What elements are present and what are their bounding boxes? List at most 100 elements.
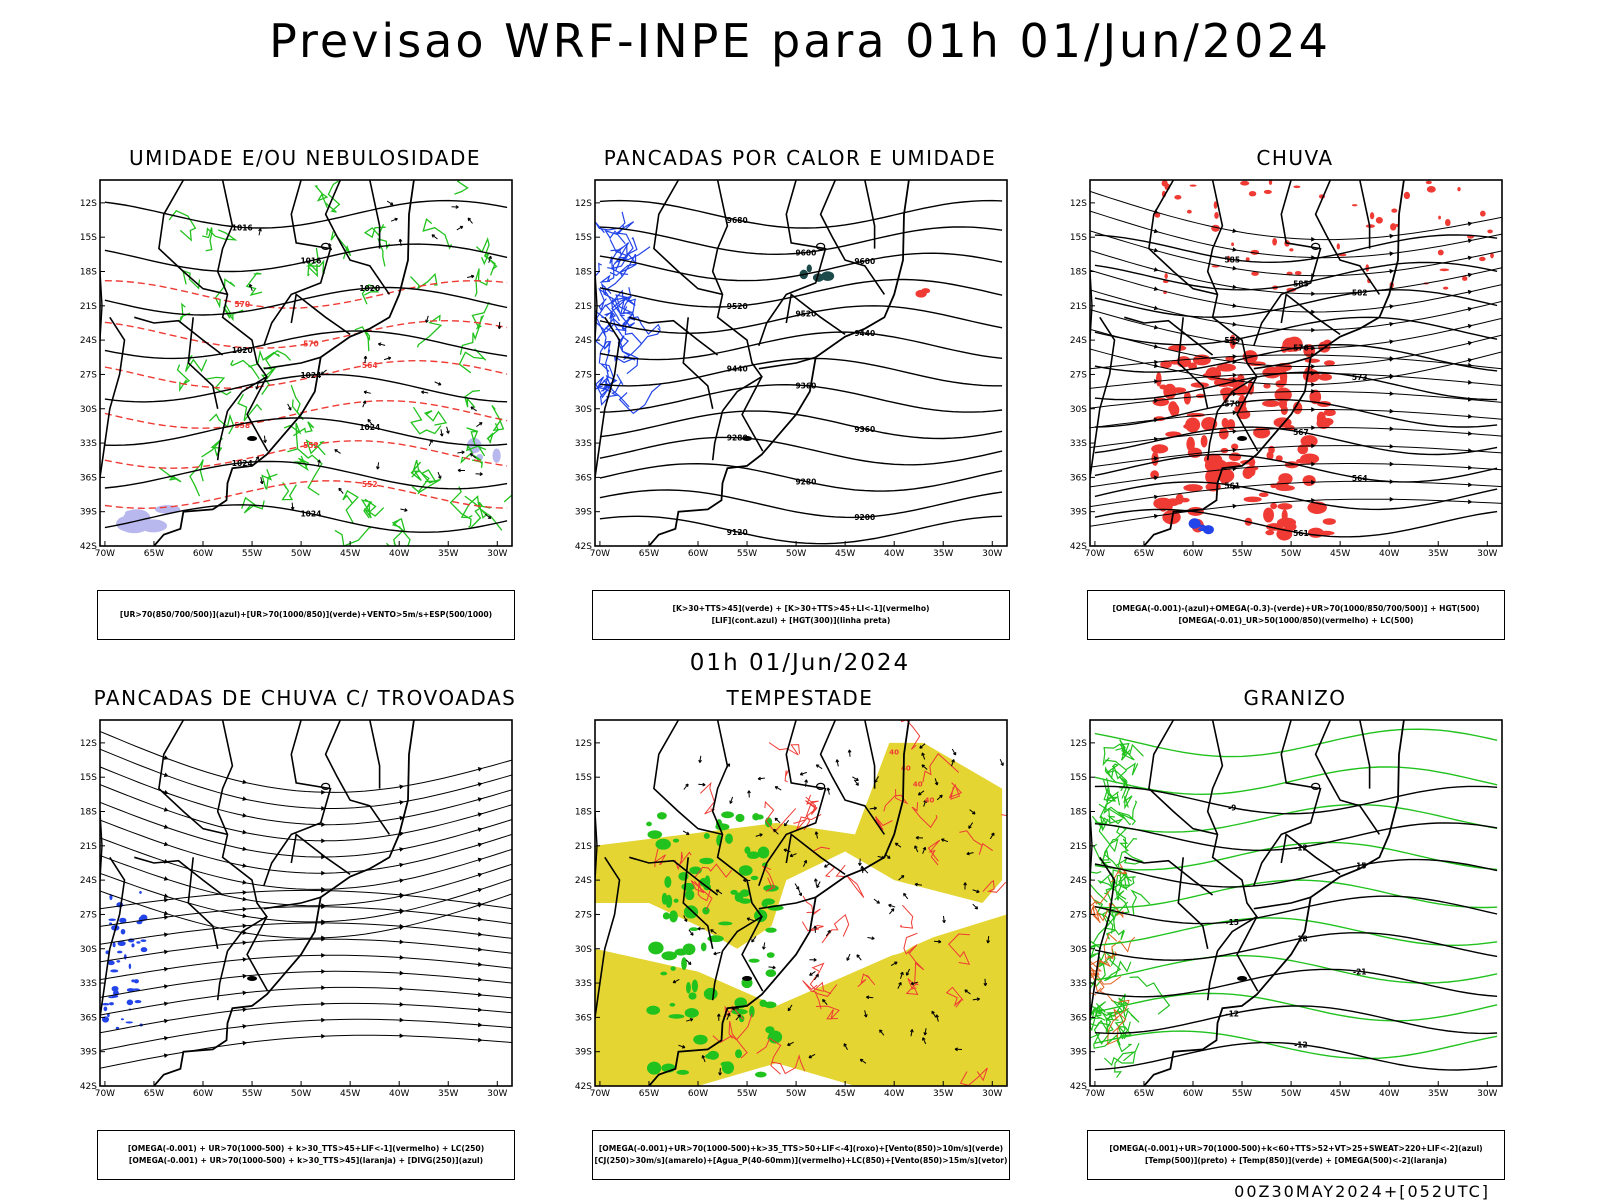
lon-label: 55W (242, 549, 262, 559)
lat-label: 27S (575, 910, 592, 920)
lon-label: 65W (1134, 549, 1154, 559)
lon-label: 45W (1330, 549, 1350, 559)
divergence-area (140, 947, 148, 953)
humidity-low-contour (314, 185, 329, 208)
streamline-arrow (242, 890, 248, 895)
map-fields: 585 585 582 579 576 573 570 567 564 561 561 (1090, 180, 1502, 541)
lat-label: 33S (1070, 979, 1087, 989)
border-line (1148, 720, 1218, 836)
thickness-contour (104, 319, 508, 349)
height-contour (1094, 453, 1498, 483)
temp850-contour (1129, 976, 1171, 1015)
border-line (246, 376, 269, 452)
rain-area (1289, 248, 1294, 252)
height-contour (1094, 343, 1498, 373)
temp850-contour (1130, 889, 1151, 915)
border-line (785, 832, 846, 876)
jet-stream-area (595, 742, 1003, 949)
streamline-arrow (321, 888, 326, 893)
humidity-low-contour (245, 272, 263, 296)
wind-vector (794, 883, 800, 890)
humidity-low-contour (464, 389, 480, 409)
rain-area (1444, 218, 1451, 227)
lon-label: 30W (1477, 1089, 1497, 1099)
strong-wind-area (689, 927, 699, 932)
contour-label: 558 (234, 421, 250, 430)
wind-vector (718, 1068, 722, 1076)
humidity-low-contour (491, 404, 505, 432)
border-line (216, 180, 268, 412)
humidity-low-contour (241, 496, 265, 514)
streamline-arrow (399, 1033, 405, 1039)
humidity-low-contour (290, 384, 304, 421)
streamline-arrow (1311, 407, 1316, 412)
map-geography (100, 720, 415, 1086)
rain-area (1309, 389, 1322, 405)
rain-area (1457, 187, 1461, 192)
height-contour (1094, 234, 1498, 264)
lat-label: 21S (575, 302, 592, 312)
streamline (1090, 354, 1502, 370)
strong-wind-area (684, 889, 695, 901)
wind-vector (966, 851, 974, 856)
rain-area (1287, 340, 1296, 350)
humidity-low-contour (474, 268, 489, 297)
contour-label: 1016 (232, 223, 253, 232)
wind-vector (863, 1010, 868, 1018)
wind-vector (434, 381, 442, 386)
border-line (369, 720, 381, 789)
streamline-arrow (1467, 255, 1473, 261)
streamline-arrow (1389, 321, 1395, 327)
strong-wind-area (735, 1049, 742, 1059)
wind-vector (457, 450, 465, 455)
strong-wind-area (725, 833, 733, 844)
humidity-low-contour (342, 489, 359, 524)
precipitable-water-contour (690, 880, 713, 911)
federal-district (320, 782, 331, 790)
strong-wind-area (763, 1001, 777, 1009)
rain-area (1443, 286, 1449, 290)
rain-area (1265, 530, 1275, 536)
streamline-arrow (1232, 428, 1238, 434)
wind-vector (762, 942, 766, 950)
wind-vector (799, 771, 807, 776)
coastline (648, 180, 910, 546)
thickness-contour (104, 440, 508, 469)
humidity-low-contour (363, 223, 386, 239)
wind-vector (931, 1010, 937, 1018)
divergence-area (120, 1018, 124, 1021)
contour-label: 573 (1352, 373, 1368, 382)
streamline-arrow (1232, 503, 1238, 509)
lat-label: 33S (575, 979, 592, 989)
height-contour (599, 462, 1003, 492)
strong-wind-area (662, 912, 670, 920)
humidity-low-contour (363, 503, 385, 519)
temp500-contour (1094, 858, 1498, 888)
streamline-arrow (1389, 426, 1395, 432)
humidity-low-contour (202, 227, 213, 252)
border-line (1177, 857, 1209, 949)
lon-label: 50W (1281, 1089, 1301, 1099)
border-line (263, 896, 321, 910)
federal-district (1310, 242, 1321, 250)
lifted-index-contour (623, 328, 661, 361)
rain-area (1166, 498, 1180, 507)
legend-line: [CJ(250)>30m/s](amarelo)+[Agua_P(40-60mm… (594, 1156, 1008, 1165)
rain-area (1302, 475, 1316, 486)
lat-label: 18S (1070, 808, 1087, 818)
height-contour (599, 489, 1003, 519)
streamline (100, 748, 512, 809)
humidity-low-contour (209, 413, 235, 435)
rain-area (1268, 180, 1273, 186)
wind-vector (248, 283, 253, 291)
map-tempestade: 4040404012S15S18S21S24S27S30S33S36S39S42… (575, 719, 1008, 1099)
lagoon (247, 975, 258, 981)
streamline-arrow (1311, 309, 1316, 315)
wind-vector (258, 228, 262, 236)
wind-vector (917, 790, 925, 796)
rain-area (1154, 212, 1161, 218)
map-geography (100, 180, 415, 546)
rain-area (1323, 360, 1335, 367)
streamline-arrow (1467, 221, 1473, 227)
